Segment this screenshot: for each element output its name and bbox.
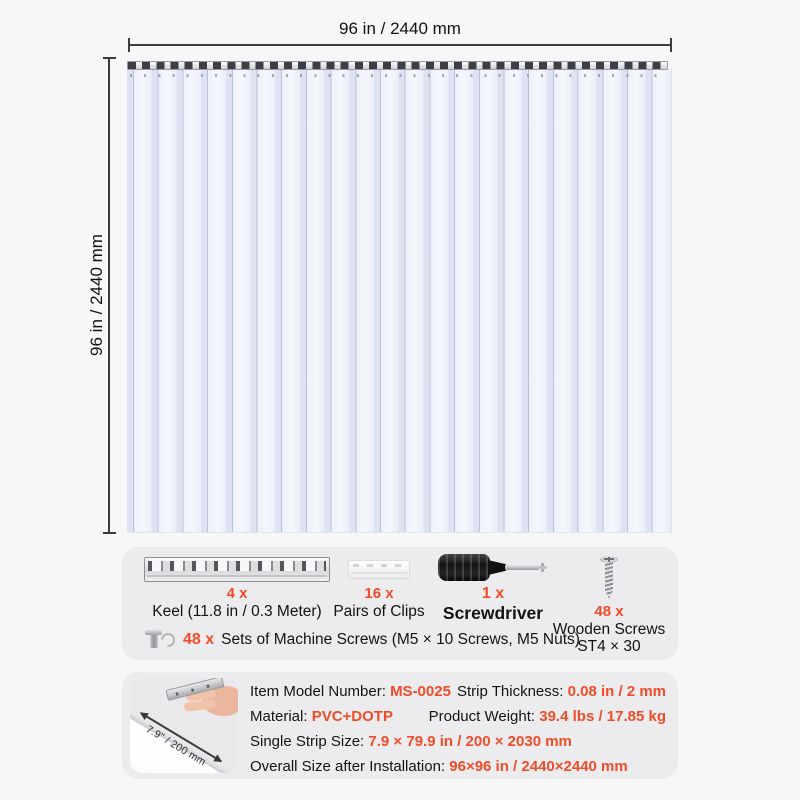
part-qty: 16 x	[364, 585, 394, 602]
specs-panel: 7.9" / 200 mm Item Model Number: MS-0025…	[122, 672, 678, 779]
part-name: Wooden Screws	[552, 621, 666, 638]
spec-value: 39.4 lbs / 17.85 kg	[539, 708, 666, 725]
wood-screw-icon	[598, 555, 620, 600]
included-parts-panel: 4 x Keel (11.8 in / 0.3 Meter) 16 x Pair…	[122, 547, 678, 660]
wood-screw-shaft	[605, 561, 613, 599]
hand-holding-keel	[165, 678, 238, 724]
part-qty: 1 x	[481, 585, 505, 602]
spec-row: Item Model Number: MS-0025 Strip Thickne…	[250, 679, 666, 704]
spec-label: Single Strip Size:	[250, 733, 365, 750]
spec-value: 96×96 in / 2440×2440 mm	[449, 758, 628, 775]
spec-label: Material:	[250, 708, 308, 725]
spec-value: MS-0025	[390, 683, 451, 700]
curtain-strips	[127, 69, 672, 533]
part-name: Keel (11.8 in / 0.3 Meter)	[152, 603, 322, 620]
machine-screws-qty: 48 x	[183, 631, 215, 648]
part-item-screwdriver: 1 x Screwdriver	[424, 551, 562, 623]
clips-icon	[348, 559, 410, 579]
spec-value: 7.9 × 79.9 in / 200 × 2030 mm	[368, 733, 572, 750]
spec-rows: Item Model Number: MS-0025 Strip Thickne…	[250, 679, 666, 779]
curtain-clips	[128, 62, 667, 69]
spec-label: Strip Thickness:	[457, 683, 564, 700]
curtain-screw-dots	[130, 74, 667, 77]
screwdriver-handle	[438, 554, 490, 581]
machine-screws-row: 48 x Sets of Machine Screws (M5 × 10 Scr…	[144, 627, 580, 653]
part-item-wooden-screws: 48 x Wooden Screws ST4 × 30	[544, 553, 674, 655]
strip-curtain-illustration	[127, 61, 672, 533]
part-qty: 4 x	[226, 585, 248, 602]
wood-screw-icon-box	[598, 553, 620, 602]
width-dimension-line	[128, 38, 672, 52]
keel-icon	[144, 556, 330, 582]
screwdriver-icon	[438, 551, 548, 584]
clips-icon-box	[348, 554, 410, 584]
height-dimension-label: 96 in / 2440 mm	[87, 234, 106, 356]
screwdriver-icon-box	[438, 551, 548, 584]
spec-pair-thickness: Strip Thickness: 0.08 in / 2 mm	[457, 679, 666, 704]
spec-row: Material: PVC+DOTP Product Weight: 39.4 …	[250, 704, 666, 729]
machine-screw-body	[149, 635, 158, 648]
part-item-clips: 16 x Pairs of Clips	[316, 554, 442, 621]
part-qty: 48 x	[594, 603, 624, 620]
spec-label: Overall Size after Installation:	[250, 758, 446, 775]
screwdriver-shaft	[505, 565, 539, 570]
spec-row: Single Strip Size: 7.9 × 79.9 in / 200 ×…	[250, 729, 666, 754]
machine-screws-label: Sets of Machine Screws (M5 × 10 Screws, …	[221, 631, 580, 648]
screwdriver-tip	[537, 563, 547, 572]
spec-label: Item Model Number:	[250, 683, 386, 700]
part-name: Screwdriver	[442, 603, 544, 623]
strip-width-photo: 7.9" / 200 mm	[130, 678, 238, 773]
screwdriver-neck	[488, 560, 506, 575]
spec-pair-model: Item Model Number: MS-0025	[250, 679, 451, 704]
spec-label: Product Weight:	[428, 708, 536, 725]
height-dimension-line	[102, 57, 116, 534]
keel-icon-box	[144, 554, 330, 584]
spec-pair-weight: Product Weight: 39.4 lbs / 17.85 kg	[429, 704, 666, 729]
machine-screw-icon	[144, 628, 178, 652]
width-dimension-label: 96 in / 2440 mm	[339, 19, 461, 38]
wood-screw-head	[600, 555, 618, 563]
spec-value: 0.08 in / 2 mm	[567, 683, 666, 700]
spec-value: PVC+DOTP	[311, 708, 393, 725]
part-item-keel: 4 x Keel (11.8 in / 0.3 Meter)	[132, 554, 342, 621]
machine-screw-head	[145, 629, 162, 635]
part-name-line2: ST4 × 30	[577, 638, 641, 655]
spec-pair-material: Material: PVC+DOTP	[250, 704, 393, 729]
part-name: Pairs of Clips	[333, 603, 425, 620]
spec-row: Overall Size after Installation: 96×96 i…	[250, 754, 666, 779]
